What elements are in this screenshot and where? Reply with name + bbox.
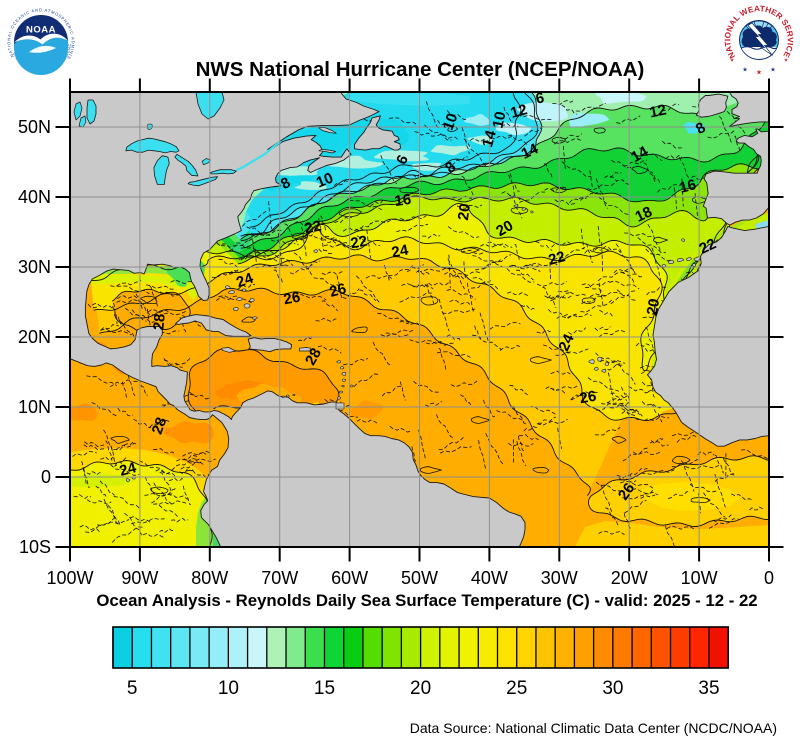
svg-text:90W: 90W <box>121 568 158 588</box>
svg-text:0: 0 <box>764 568 774 588</box>
svg-text:30: 30 <box>602 678 623 699</box>
svg-text:40N: 40N <box>18 187 51 207</box>
svg-text:100W: 100W <box>46 568 93 588</box>
svg-text:6: 6 <box>534 89 545 107</box>
svg-text:22: 22 <box>547 248 568 269</box>
svg-text:20: 20 <box>644 297 664 316</box>
svg-text:28: 28 <box>150 313 168 331</box>
svg-text:10N: 10N <box>18 397 51 417</box>
svg-text:35: 35 <box>698 678 719 699</box>
svg-text:14: 14 <box>479 128 500 149</box>
svg-text:Data Source: National Climatic: Data Source: National Climatic Data Cent… <box>410 720 777 736</box>
svg-text:10S: 10S <box>19 537 51 557</box>
svg-text:14: 14 <box>519 140 542 163</box>
svg-text:Ocean Analysis - Reynolds Dail: Ocean Analysis - Reynolds Daily Sea Surf… <box>96 591 757 610</box>
svg-text:15: 15 <box>314 678 335 699</box>
svg-text:10W: 10W <box>681 568 718 588</box>
svg-text:50W: 50W <box>401 568 438 588</box>
svg-text:20: 20 <box>410 678 431 699</box>
svg-text:10: 10 <box>440 111 462 132</box>
svg-text:80W: 80W <box>191 568 228 588</box>
svg-text:26: 26 <box>615 480 638 503</box>
svg-text:26: 26 <box>282 289 301 309</box>
svg-text:26: 26 <box>328 280 349 301</box>
svg-text:28: 28 <box>302 345 325 368</box>
svg-text:0: 0 <box>41 467 51 487</box>
svg-text:30W: 30W <box>541 568 578 588</box>
svg-text:20N: 20N <box>18 327 51 347</box>
svg-text:12: 12 <box>509 101 530 122</box>
svg-text:40W: 40W <box>471 568 508 588</box>
svg-text:5: 5 <box>127 678 138 699</box>
svg-text:28: 28 <box>149 415 171 436</box>
svg-text:10: 10 <box>489 110 509 130</box>
svg-text:20: 20 <box>455 202 474 221</box>
svg-text:16: 16 <box>393 191 412 210</box>
svg-text:14: 14 <box>628 143 652 166</box>
svg-text:22: 22 <box>303 217 323 237</box>
svg-text:24: 24 <box>555 331 578 354</box>
svg-text:10: 10 <box>314 170 336 192</box>
svg-text:20W: 20W <box>611 568 648 588</box>
svg-text:24: 24 <box>234 269 256 291</box>
svg-text:24: 24 <box>118 459 139 480</box>
svg-text:70W: 70W <box>261 568 298 588</box>
svg-text:50N: 50N <box>18 117 51 137</box>
svg-text:20: 20 <box>493 217 516 240</box>
svg-text:24: 24 <box>390 242 410 262</box>
svg-text:12: 12 <box>648 101 668 121</box>
svg-text:10: 10 <box>218 678 239 699</box>
svg-text:22: 22 <box>697 235 719 257</box>
svg-text:26: 26 <box>578 388 597 408</box>
svg-text:NWS National Hurricane Center: NWS National Hurricane Center (NCEP/NOAA… <box>196 58 645 81</box>
svg-text:25: 25 <box>506 678 527 699</box>
svg-text:NOAA: NOAA <box>26 25 56 36</box>
svg-text:22: 22 <box>349 233 368 253</box>
svg-text:16: 16 <box>678 176 699 197</box>
svg-text:18: 18 <box>633 203 655 225</box>
svg-text:30N: 30N <box>18 257 51 277</box>
svg-text:60W: 60W <box>331 568 368 588</box>
